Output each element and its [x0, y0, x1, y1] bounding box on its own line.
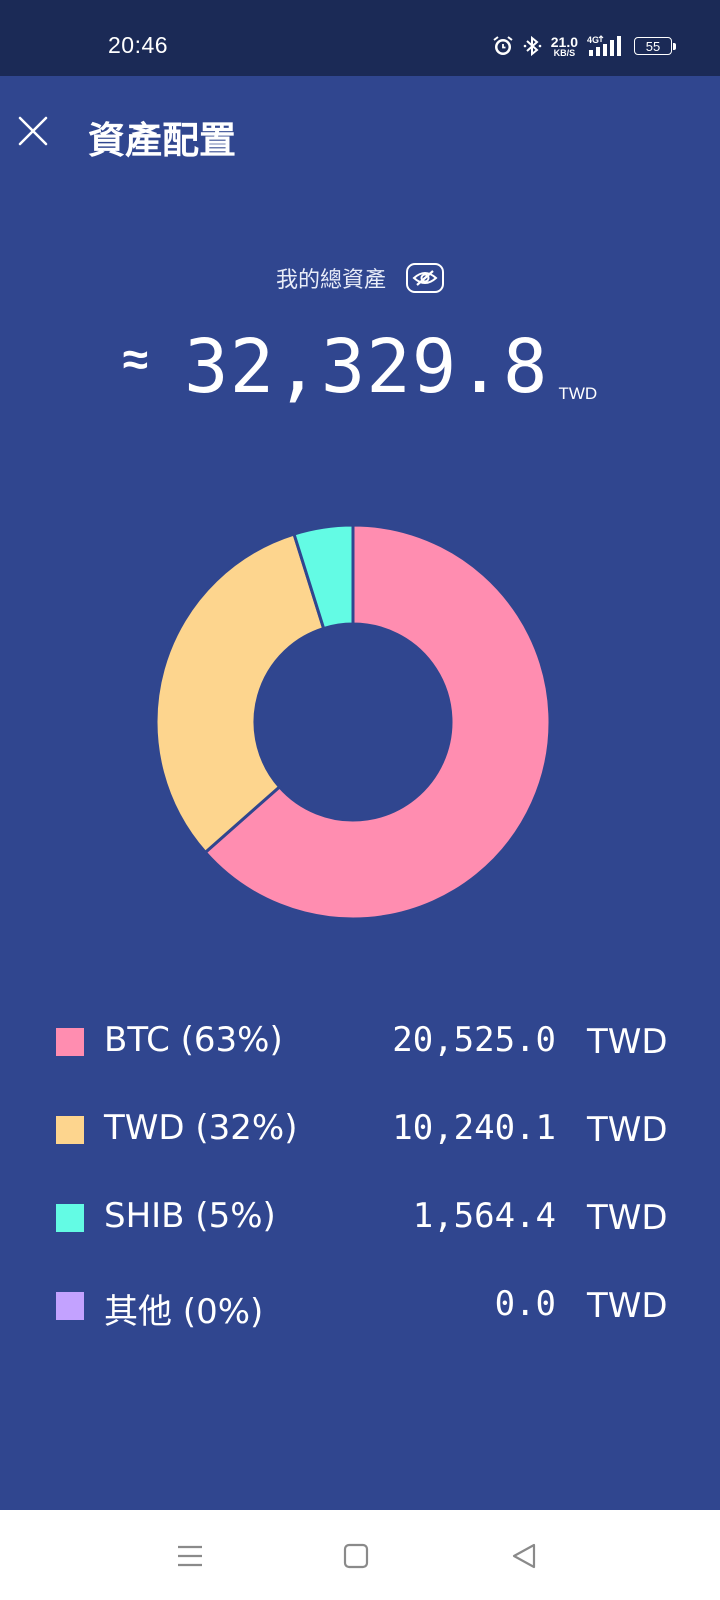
- legend-swatch: [56, 1204, 84, 1232]
- battery-icon: 55: [634, 37, 676, 55]
- legend-unit: TWD: [587, 1286, 668, 1326]
- legend-value: 0.0: [494, 1284, 556, 1324]
- donut-slice-btc: [203, 523, 552, 921]
- menu-icon: [178, 1545, 202, 1567]
- signal-icon: 4G: [587, 35, 621, 56]
- alarm-icon: [493, 36, 513, 55]
- legend-label: 其他 (0%): [104, 1292, 264, 1332]
- legend-label: SHIB (5%): [104, 1196, 276, 1236]
- legend-item-btc: BTC (63%) 20,525.0 TWD: [0, 1010, 720, 1098]
- legend-item-twd: TWD (32%) 10,240.1 TWD: [0, 1098, 720, 1186]
- system-nav-bar: [0, 1510, 720, 1600]
- legend-unit: TWD: [587, 1110, 668, 1150]
- donut-slice-shib: [292, 523, 355, 631]
- bluetooth-icon: [523, 35, 542, 57]
- status-icons: 21.0 KB/S 4G 55: [491, 28, 676, 64]
- back-icon: [512, 1543, 536, 1569]
- nav-menu-button[interactable]: [174, 1540, 206, 1572]
- eye-off-icon: [412, 270, 438, 286]
- total-assets-label-row: 我的總資產: [0, 262, 720, 294]
- legend-item-other: 其他 (0%) 0.0 TWD: [0, 1274, 720, 1362]
- network-type: 4G: [587, 35, 599, 45]
- legend-unit: TWD: [587, 1022, 668, 1062]
- close-button[interactable]: [14, 112, 52, 150]
- legend-item-shib: SHIB (5%) 1,564.4 TWD: [0, 1186, 720, 1274]
- total-assets-value: 32,329.8: [184, 324, 549, 410]
- donut-slice-twd: [154, 532, 326, 855]
- legend-value: 20,525.0: [392, 1020, 556, 1060]
- total-assets-row: ≈ 32,329.8 TWD: [0, 330, 720, 404]
- total-assets-label: 我的總資產: [275, 268, 386, 293]
- approx-symbol: ≈: [122, 333, 149, 385]
- legend-value: 10,240.1: [392, 1108, 556, 1148]
- allocation-chart: [0, 500, 720, 940]
- nav-home-button[interactable]: [340, 1540, 372, 1572]
- nav-back-button[interactable]: [508, 1540, 540, 1572]
- close-icon: [18, 116, 48, 146]
- legend-swatch: [56, 1116, 84, 1144]
- visibility-toggle[interactable]: [406, 263, 444, 293]
- total-assets-unit: TWD: [558, 384, 598, 403]
- page-title: 資產配置: [88, 119, 236, 162]
- home-icon: [343, 1543, 369, 1569]
- allocation-legend: BTC (63%) 20,525.0 TWD TWD (32%) 10,240.…: [0, 1010, 720, 1362]
- status-time: 20:46: [108, 32, 169, 58]
- net-speed-unit: KB/S: [553, 47, 576, 58]
- status-bar: 20:46 21.0 KB/S 4G 55: [0, 0, 720, 76]
- legend-label: TWD (32%): [104, 1108, 298, 1148]
- net-speed-value: 21.0: [550, 33, 578, 50]
- legend-swatch: [56, 1292, 84, 1320]
- allocation-donut-chart: [154, 523, 552, 921]
- legend-value: 1,564.4: [412, 1196, 556, 1236]
- legend-label: BTC (63%): [104, 1020, 283, 1060]
- net-speed: 21.0 KB/S: [551, 35, 578, 58]
- legend-unit: TWD: [587, 1198, 668, 1238]
- legend-swatch: [56, 1028, 84, 1056]
